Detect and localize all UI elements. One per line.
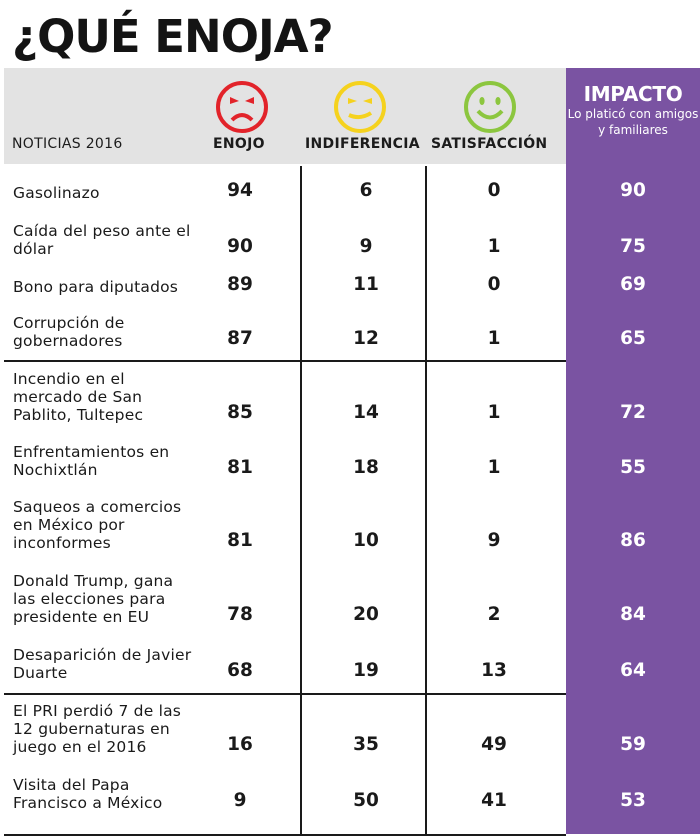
header-noticias: NOTICIAS 2016 [12,136,123,152]
enojo-value: 81 [227,530,253,551]
indiferencia-value: 50 [353,790,379,811]
news-name: Visita del Papa Francisco a México [13,776,163,812]
indiferencia-value: 9 [359,236,373,257]
satisfaccion-value: 41 [481,790,507,811]
enojo-value: 87 [227,328,253,349]
table-row: Incendio en el mercado de San Pablito, T… [4,370,700,424]
impacto-value: 86 [620,530,646,551]
satisfaccion-value: 0 [487,180,501,201]
impacto-value: 55 [620,457,646,478]
table-row: El PRI perdió 7 de las 12 gubernaturas e… [4,702,700,756]
table-row: Desaparición de Javier Duarte 68 19 13 64 [4,646,700,682]
impacto-value: 75 [620,236,646,257]
header-impacto-subtitle: Lo platicó con amigos y familiares [567,107,699,137]
news-name: Bono para diputados [13,278,179,296]
news-name: Saqueos a comercios en México por inconf… [13,498,182,552]
enojo-value: 78 [227,604,253,625]
table-row: Caída del peso ante el dólar 90 9 1 75 [4,222,700,258]
indifferent-face-icon [334,81,386,133]
impacto-value: 53 [620,790,646,811]
table-row: Saqueos a comercios en México por inconf… [4,498,700,552]
indiferencia-value: 10 [353,530,379,551]
table-row: Corrupción de gobernadores 87 12 1 65 [4,314,700,350]
indiferencia-value: 12 [353,328,379,349]
indiferencia-value: 19 [353,660,379,681]
satisfaccion-value: 49 [481,734,507,755]
happy-face-icon [464,81,516,133]
impacto-value: 69 [620,274,646,295]
enojo-value: 89 [227,274,253,295]
impacto-value: 72 [620,402,646,423]
satisfaccion-value: 1 [487,402,501,423]
satisfaccion-value: 0 [487,274,501,295]
news-name: Caída del peso ante el dólar [13,222,191,258]
enojo-value: 85 [227,402,253,423]
impacto-value: 59 [620,734,646,755]
table-row: Enfrentamientos en Nochixtlán 81 18 1 55 [4,443,700,479]
enojo-value: 81 [227,457,253,478]
impacto-value: 65 [620,328,646,349]
impacto-column-background [566,68,700,834]
header-indiferencia: INDIFERENCIA [305,136,420,152]
column-divider [300,166,302,834]
indiferencia-value: 20 [353,604,379,625]
indiferencia-value: 11 [353,274,379,295]
enojo-value: 68 [227,660,253,681]
satisfaccion-value: 1 [487,236,501,257]
satisfaccion-value: 1 [487,328,501,349]
angry-face-icon [216,81,268,133]
column-divider [425,166,427,834]
row-group-divider [4,360,566,362]
enojo-value: 90 [227,236,253,257]
indiferencia-value: 14 [353,402,379,423]
header-impacto: IMPACTO [583,82,683,106]
table-header-band [4,68,566,164]
enojo-value: 16 [227,734,253,755]
news-name: Gasolinazo [13,184,100,202]
table-bottom-rule [4,834,566,836]
satisfaccion-value: 9 [487,530,501,551]
news-name: Corrupción de gobernadores [13,314,125,350]
news-name: Donald Trump, gana las elecciones para p… [13,572,174,626]
satisfaccion-value: 1 [487,457,501,478]
satisfaccion-value: 13 [481,660,507,681]
satisfaccion-value: 2 [487,604,501,625]
header-satisfaccion: SATISFACCIÓN [431,136,548,152]
enojo-value: 9 [233,790,247,811]
page-title: ¿QUÉ ENOJA? [12,10,334,63]
table-row: Gasolinazo 94 6 0 90 [4,180,700,202]
indiferencia-value: 18 [353,457,379,478]
table-row: Donald Trump, gana las elecciones para p… [4,572,700,626]
news-name: Incendio en el mercado de San Pablito, T… [13,370,144,424]
table-row: Bono para diputados 89 11 0 69 [4,274,700,296]
table-row: Visita del Papa Francisco a México 9 50 41 5… [4,776,700,812]
enojo-value: 94 [227,180,253,201]
news-name: Desaparición de Javier Duarte [13,646,192,682]
impacto-value: 64 [620,660,646,681]
impacto-value: 90 [620,180,646,201]
header-enojo: ENOJO [213,136,265,152]
indiferencia-value: 35 [353,734,379,755]
news-name: Enfrentamientos en Nochixtlán [13,443,170,479]
row-group-divider [4,693,566,695]
news-name: El PRI perdió 7 de las 12 gubernaturas e… [13,702,182,756]
indiferencia-value: 6 [359,180,373,201]
impacto-value: 84 [620,604,646,625]
